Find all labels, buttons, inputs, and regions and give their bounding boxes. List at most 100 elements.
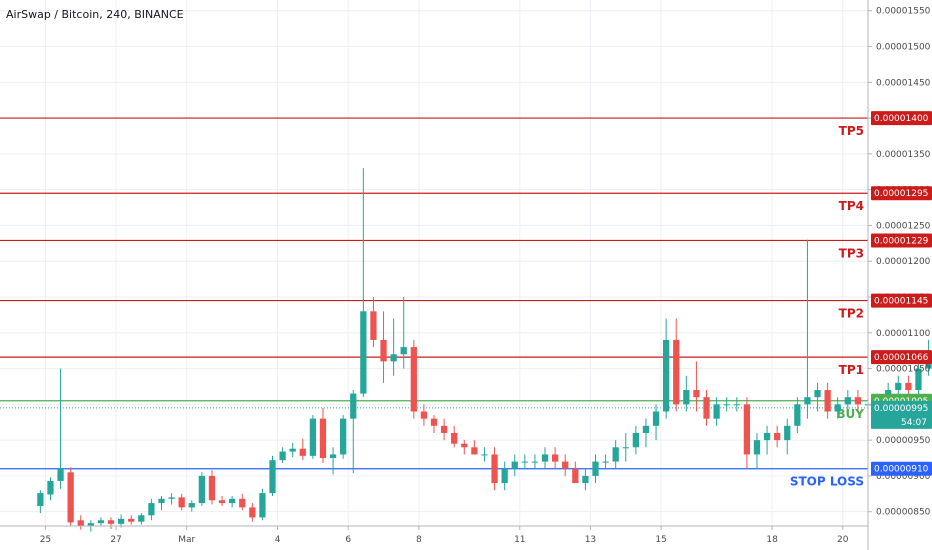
candle-body <box>309 418 317 456</box>
candle <box>117 514 125 528</box>
candle-body <box>329 454 337 459</box>
candle-body <box>905 382 912 391</box>
candle-body <box>723 404 730 406</box>
candle <box>208 470 216 505</box>
candle-body <box>491 454 498 484</box>
tp2-price-badge <box>871 293 932 308</box>
candle-body <box>471 447 478 455</box>
candle-body <box>683 390 690 405</box>
candle-body <box>763 432 771 441</box>
candle <box>753 432 761 469</box>
candle <box>622 432 629 462</box>
candle <box>329 447 337 475</box>
candle-body <box>198 475 205 504</box>
candle-body <box>551 454 559 462</box>
candle-body <box>97 520 105 524</box>
candle-body <box>420 411 428 419</box>
candle <box>763 425 771 455</box>
candle-body <box>602 461 609 463</box>
candle-body <box>430 418 438 426</box>
candle-body <box>380 339 387 362</box>
price-tick-label: 0.00001100 <box>876 329 931 339</box>
tp1-price-badge-text: 0.00001066 <box>874 353 929 363</box>
price-tick-label: 0.00000950 <box>876 436 931 446</box>
candle <box>178 493 185 511</box>
candle-body <box>370 311 377 340</box>
price-tick-label: 0.00001450 <box>876 78 931 88</box>
candle <box>834 397 841 419</box>
candle <box>218 495 226 506</box>
time-tick-label: 15 <box>655 535 666 545</box>
tp2-label: TP2 <box>839 307 864 321</box>
time-tick-label: 11 <box>514 535 525 545</box>
candle <box>289 442 296 458</box>
candle-body <box>340 418 347 455</box>
candle <box>107 517 115 529</box>
candle <box>683 375 690 412</box>
candle-body <box>269 460 276 494</box>
candle <box>652 404 660 441</box>
grid <box>0 0 868 526</box>
candle-body <box>511 461 518 469</box>
candle <box>491 447 498 491</box>
candle <box>572 461 579 484</box>
candle <box>400 296 407 369</box>
candle <box>360 168 367 398</box>
candle-body <box>390 354 397 362</box>
candle <box>148 498 155 521</box>
candle <box>915 361 922 398</box>
candle-body <box>299 448 306 456</box>
time-tick-label: 18 <box>766 535 778 545</box>
candle <box>784 418 791 455</box>
candle <box>632 425 639 455</box>
current-price-text: 0.00000995 <box>874 404 928 414</box>
candle <box>723 397 730 412</box>
price-tick-label: 0.00001200 <box>876 257 931 267</box>
candle-body <box>612 447 619 462</box>
current-price-badge <box>871 400 932 429</box>
candle-body <box>713 404 720 419</box>
candle <box>239 493 246 511</box>
candle-body <box>37 493 44 506</box>
candle <box>531 454 539 469</box>
candle <box>733 397 740 412</box>
time-axis[interactable]: 25 27 Mar 4 6 8 11 13 15 18 20 <box>0 525 868 545</box>
candle <box>350 390 357 474</box>
price-tick-label: 0.00001550 <box>876 7 931 17</box>
candle-body <box>360 311 367 394</box>
candle <box>309 415 317 459</box>
candle-body <box>804 397 811 405</box>
price-tick-label: 0.00000850 <box>876 508 931 518</box>
candle <box>319 407 327 464</box>
price-tick-label: 0.00001250 <box>876 221 931 231</box>
candle <box>673 318 680 412</box>
candle-body <box>531 461 539 463</box>
candle <box>168 493 175 505</box>
candle-body <box>218 500 226 504</box>
time-tick-label: 8 <box>416 535 422 545</box>
candle-body <box>582 475 589 484</box>
candle <box>541 447 549 469</box>
candle-body <box>592 461 599 476</box>
candle <box>642 418 650 448</box>
tp3-label: TP3 <box>839 246 864 260</box>
candle <box>198 472 205 506</box>
price-axis[interactable]: 0.00001550 0.00001500 0.00001450 0.00001400… <box>867 0 932 550</box>
candle <box>582 468 589 491</box>
time-tick-label: 13 <box>585 535 596 545</box>
stop-loss-label: STOP LOSS <box>790 475 864 489</box>
candle <box>97 517 105 526</box>
candle <box>501 461 508 491</box>
candle <box>380 311 387 383</box>
candle-body <box>652 411 660 426</box>
candle <box>794 397 801 433</box>
candle-body <box>501 468 508 484</box>
candle-body <box>229 498 236 504</box>
candle-body <box>57 468 64 481</box>
candle-body <box>279 451 286 461</box>
tp5-price-badge-text: 0.00001400 <box>874 114 929 124</box>
time-tick-label: 20 <box>837 535 849 545</box>
candle-body <box>844 397 851 405</box>
